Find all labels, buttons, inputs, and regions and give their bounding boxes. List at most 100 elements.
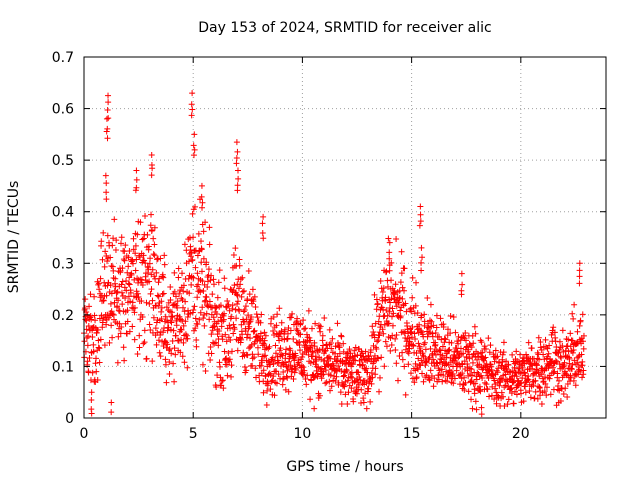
data-point [233, 154, 240, 161]
data-point [410, 342, 417, 349]
data-point [488, 392, 495, 399]
data-point [238, 336, 245, 343]
data-point [271, 392, 278, 399]
data-point [276, 305, 283, 312]
data-point [377, 277, 384, 284]
data-point [118, 234, 125, 241]
data-point [124, 269, 131, 276]
data-point [474, 369, 481, 376]
data-point [179, 304, 186, 311]
data-point [559, 327, 566, 334]
data-point [104, 258, 111, 265]
data-point [206, 316, 213, 323]
data-point [128, 271, 135, 278]
data-point [175, 274, 182, 281]
data-point [267, 386, 274, 393]
data-point [500, 339, 507, 346]
data-point [420, 378, 427, 385]
data-point [574, 328, 581, 335]
x-tick-label: 15 [403, 426, 421, 442]
data-point [109, 334, 116, 341]
data-point [505, 396, 512, 403]
data-point [198, 193, 205, 200]
data-point [160, 290, 167, 297]
data-point [122, 295, 129, 302]
data-point [203, 294, 210, 301]
axis-ticks: 0 0.1 0.2 0.3 0.4 0.5 0.6 0.7 0 5 10 15 20 [52, 50, 606, 442]
data-point [90, 341, 97, 348]
data-point [208, 331, 215, 338]
data-point [101, 263, 108, 270]
data-point [570, 347, 577, 354]
data-point [479, 349, 486, 356]
data-point [411, 330, 418, 337]
data-point [157, 332, 164, 339]
data-point [301, 367, 308, 374]
data-point [103, 128, 110, 135]
data-point [219, 336, 226, 343]
data-point [418, 357, 425, 364]
data-point [284, 374, 291, 381]
data-point [149, 297, 156, 304]
data-point [569, 349, 576, 356]
data-point [190, 274, 197, 281]
data-point [486, 393, 493, 400]
data-point [96, 286, 103, 293]
data-point [538, 371, 545, 378]
data-point [198, 182, 205, 189]
data-point [158, 308, 165, 315]
data-point [180, 282, 187, 289]
data-point [218, 378, 225, 385]
data-point [281, 326, 288, 333]
data-point [580, 367, 587, 374]
data-point [191, 146, 198, 153]
data-point [427, 367, 434, 374]
data-point [560, 390, 567, 397]
data-point [104, 135, 111, 142]
data-point [130, 246, 137, 253]
data-point [103, 189, 110, 196]
data-point [137, 219, 144, 226]
data-point [259, 359, 266, 366]
data-point [94, 377, 101, 384]
data-point [100, 297, 107, 304]
data-point [399, 284, 406, 291]
data-point [93, 368, 100, 375]
data-point [264, 387, 271, 394]
data-point [455, 333, 462, 340]
data-point [228, 348, 235, 355]
data-point [213, 304, 220, 311]
data-point [260, 353, 267, 360]
data-point [450, 314, 457, 321]
data-point [388, 341, 395, 348]
data-point [277, 345, 284, 352]
data-point [447, 313, 454, 320]
data-point [145, 243, 152, 250]
data-point [144, 231, 151, 238]
data-point [203, 259, 210, 266]
data-point [459, 281, 466, 288]
data-point [439, 343, 446, 350]
data-point [554, 370, 561, 377]
data-point [235, 285, 242, 292]
data-point [169, 314, 176, 321]
data-point [249, 286, 256, 293]
data-point [241, 288, 248, 295]
data-point [389, 313, 396, 320]
data-point [108, 322, 115, 329]
y-tick-label: 0 [65, 411, 74, 427]
data-point [126, 248, 133, 255]
data-point [344, 377, 351, 384]
data-point [336, 350, 343, 357]
data-point [569, 337, 576, 344]
data-point [159, 291, 166, 298]
data-point [290, 335, 297, 342]
data-point [285, 388, 292, 395]
data-point [190, 306, 197, 313]
data-point [502, 382, 509, 389]
data-point [139, 313, 146, 320]
data-point [156, 349, 163, 356]
data-point [119, 278, 126, 285]
data-point [569, 310, 576, 317]
data-point [224, 372, 231, 379]
